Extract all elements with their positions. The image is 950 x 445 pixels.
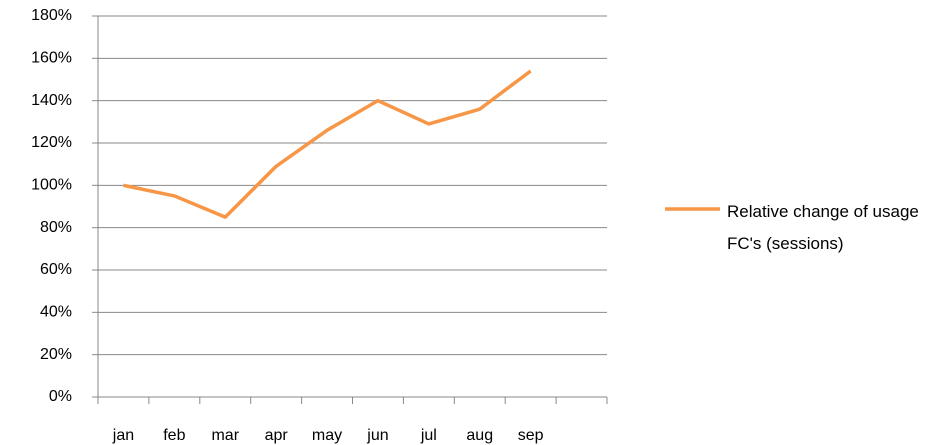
y-tick-label: 60% — [40, 261, 72, 278]
x-tick-label: aug — [466, 427, 493, 444]
y-tick-label: 80% — [40, 219, 72, 236]
x-tick-label: jul — [420, 427, 437, 444]
y-tick-label: 140% — [31, 92, 72, 109]
y-tick-label: 180% — [31, 7, 72, 24]
y-tick-label: 20% — [40, 346, 72, 363]
x-tick-label: feb — [163, 427, 185, 444]
x-tick-label: jun — [366, 427, 388, 444]
x-tick-label: mar — [211, 427, 239, 444]
series-line — [123, 69, 532, 219]
y-tick-label: 40% — [40, 304, 72, 321]
x-tick-label: apr — [265, 427, 289, 444]
y-tick-label: 100% — [31, 177, 72, 194]
y-tick-label: 120% — [31, 134, 72, 151]
legend-label: Relative change of usage FC's (sessions) — [727, 202, 919, 253]
x-tick-label: sep — [518, 427, 544, 444]
x-tick-label: may — [312, 427, 342, 444]
y-tick-label: 0% — [49, 388, 72, 405]
y-tick-label: 160% — [31, 50, 72, 67]
x-tick-label: jan — [112, 427, 134, 444]
